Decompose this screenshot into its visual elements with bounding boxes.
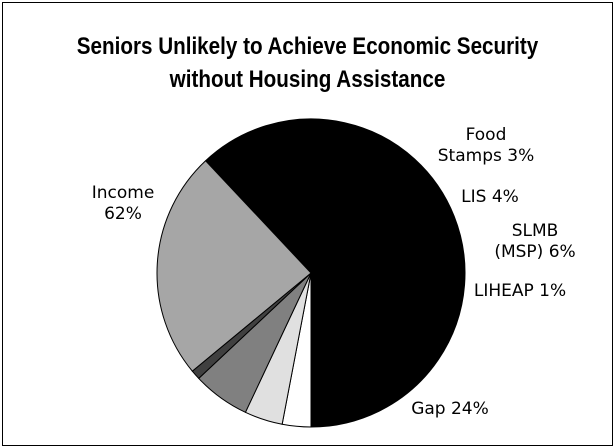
chart-title-line-2: without Housing Assistance: [169, 66, 446, 93]
slice-label: Food Stamps 3%: [438, 125, 534, 166]
slice-label-line: 62%: [104, 204, 142, 224]
slice-label-line: LIHEAP 1%: [474, 281, 566, 301]
slice-label: LIS 4%: [461, 187, 519, 207]
slice-label-line: (MSP) 6%: [494, 242, 575, 262]
slice-label: SLMB (MSP) 6%: [494, 221, 575, 262]
pie-slice-gap-24: [156, 160, 312, 372]
slice-label-line: Income: [92, 183, 155, 203]
slice-label-line: SLMB: [512, 221, 559, 241]
slice-label: LIHEAP 1%: [474, 281, 566, 301]
pie-labels: Income 62% Food Stamps 3% LIS 4% SLMB (MSP) 6%…: [92, 125, 576, 419]
slice-label: Income 62%: [92, 183, 155, 224]
chart-title-line-1: Seniors Unlikely to Achieve Economic Sec…: [76, 33, 539, 60]
slice-label-line: LIS 4%: [461, 187, 519, 207]
pie-slices: [156, 118, 466, 428]
chart-title: Seniors Unlikely to Achieve Economic Sec…: [43, 30, 572, 96]
slice-label-line: Gap 24%: [411, 399, 489, 419]
slice-label-line: Stamps 3%: [438, 146, 534, 166]
slice-label-line: Food: [466, 125, 507, 145]
slice-label: Gap 24%: [411, 399, 489, 419]
pie-slice-income: [205, 118, 466, 428]
